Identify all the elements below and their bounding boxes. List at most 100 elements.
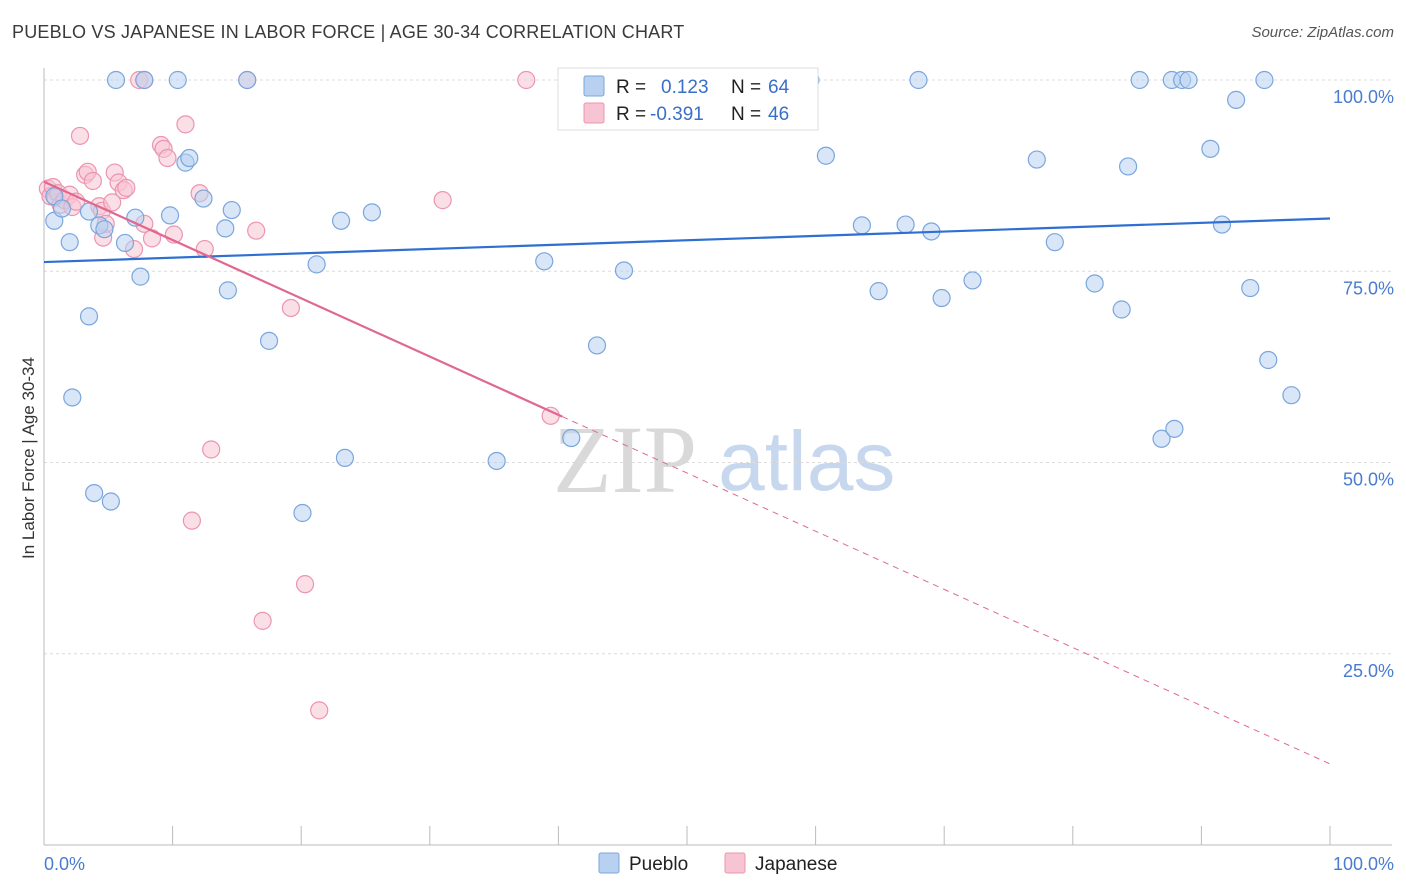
legend-n-label-pueblo: N = xyxy=(731,77,761,98)
pueblo-point-15 xyxy=(135,70,154,90)
japanese-point-44 xyxy=(517,70,536,90)
pueblo-point-32 xyxy=(535,252,554,271)
gridlines xyxy=(44,79,1392,655)
series-legend: Pueblo Japanese xyxy=(598,852,837,875)
pueblo-point-50 xyxy=(1130,70,1149,90)
japanese-point-38 xyxy=(247,221,266,240)
japanese-trend-line xyxy=(43,180,563,418)
y-tick-labels: 25.0% 50.0% 75.0% 100.0% xyxy=(1333,87,1394,681)
pueblo-point-14 xyxy=(131,267,150,286)
pueblo-point-37 xyxy=(816,146,835,165)
pueblo-point-2 xyxy=(52,199,72,218)
pueblo-point-16 xyxy=(160,206,180,225)
pueblo-point-3 xyxy=(60,233,79,252)
legend-r-label-pueblo: R = xyxy=(616,77,646,98)
pueblo-point-11 xyxy=(106,70,126,90)
x-tick-label-max: 100.0% xyxy=(1333,854,1394,874)
pueblo-point-39 xyxy=(869,282,888,301)
japanese-point-43 xyxy=(433,191,452,210)
pueblo-point-6 xyxy=(79,307,99,326)
source-credit: Source: ZipAtlas.com xyxy=(1251,24,1394,41)
pueblo-point-26 xyxy=(293,503,312,523)
series-legend-label-japanese: Japanese xyxy=(755,854,837,875)
pueblo-point-24 xyxy=(238,70,257,90)
y-axis-label: In Labor Force | Age 30-34 xyxy=(19,357,38,559)
japanese-point-33 xyxy=(182,511,201,530)
legend-swatch-japanese xyxy=(583,102,605,124)
japanese-trend-extension xyxy=(562,416,1331,765)
series-legend-swatch-japanese xyxy=(724,852,746,874)
legend-r-label-japanese: R = xyxy=(616,104,646,125)
y-tick-label-100: 100.0% xyxy=(1333,87,1394,107)
japanese-point-45 xyxy=(541,406,560,425)
y-tick-label-50: 50.0% xyxy=(1343,470,1394,490)
watermark: ZIP atlas xyxy=(553,406,895,513)
japanese-point-22 xyxy=(117,178,136,197)
legend-r-value-japanese: -0.391 xyxy=(650,104,704,125)
pueblo-point-58 xyxy=(1227,90,1246,109)
legend-n-value-japanese: 46 xyxy=(768,104,789,125)
watermark-atlas: atlas xyxy=(718,414,895,508)
japanese-point-39 xyxy=(253,611,272,630)
pueblo-point-43 xyxy=(909,70,928,90)
pueblo-point-56 xyxy=(1201,139,1220,158)
japanese-point-30 xyxy=(158,148,177,168)
pueblo-point-22 xyxy=(218,281,237,300)
y-tick-label-75: 75.0% xyxy=(1343,278,1394,298)
trend-lines xyxy=(43,180,1331,765)
pueblo-point-10 xyxy=(101,492,120,511)
legend-swatch-pueblo xyxy=(583,75,605,97)
pueblo-point-40 xyxy=(896,215,915,234)
pueblo-point-57 xyxy=(1212,215,1232,234)
pueblo-point-20 xyxy=(194,189,213,208)
pueblo-point-30 xyxy=(362,203,382,222)
pueblo-point-29 xyxy=(335,448,355,468)
pueblo-point-44 xyxy=(963,271,982,290)
series-legend-label-pueblo: Pueblo xyxy=(629,854,688,875)
x-tick-label-min: 0.0% xyxy=(44,854,85,874)
japanese-point-32 xyxy=(176,115,195,134)
pueblo-point-25 xyxy=(259,331,279,350)
japanese-point-40 xyxy=(281,298,301,318)
japanese-point-41 xyxy=(295,575,315,594)
pueblo-point-49 xyxy=(1112,300,1131,319)
watermark-zip: ZIP xyxy=(553,406,697,513)
japanese-points xyxy=(38,70,560,720)
pueblo-point-12 xyxy=(115,233,135,253)
pueblo-point-33 xyxy=(562,428,581,448)
pueblo-point-34 xyxy=(587,336,607,355)
pueblo-point-47 xyxy=(1085,274,1104,293)
pueblo-point-31 xyxy=(487,451,506,471)
pueblo-point-38 xyxy=(852,216,871,235)
japanese-point-42 xyxy=(310,701,329,720)
pueblo-point-4 xyxy=(63,388,82,407)
japanese-point-36 xyxy=(202,440,221,459)
series-legend-swatch-pueblo xyxy=(598,852,620,874)
pueblo-point-23 xyxy=(222,200,241,220)
pueblo-point-42 xyxy=(932,288,951,308)
pueblo-point-7 xyxy=(85,484,104,503)
pueblo-point-45 xyxy=(1027,150,1046,169)
legend-n-label-japanese: N = xyxy=(731,104,761,125)
pueblo-point-35 xyxy=(614,261,634,280)
pueblo-point-46 xyxy=(1045,233,1064,252)
y-tick-label-25: 25.0% xyxy=(1343,661,1394,681)
chart-title: PUEBLO VS JAPANESE IN LABOR FORCE | AGE … xyxy=(12,22,685,42)
japanese-point-13 xyxy=(83,171,102,191)
pueblo-point-21 xyxy=(216,219,235,238)
legend-n-value-pueblo: 64 xyxy=(768,77,790,98)
pueblo-point-19 xyxy=(180,148,199,168)
japanese-point-18 xyxy=(103,193,122,212)
legend-r-value-pueblo: 0.123 xyxy=(661,77,709,98)
pueblo-point-54 xyxy=(1179,70,1198,90)
pueblo-point-17 xyxy=(168,70,187,90)
pueblo-point-62 xyxy=(1282,386,1301,405)
japanese-point-10 xyxy=(70,126,90,145)
pueblo-points xyxy=(45,70,1301,523)
pueblo-point-60 xyxy=(1255,70,1274,90)
pueblo-point-55 xyxy=(1165,419,1184,438)
pueblo-point-48 xyxy=(1118,157,1138,176)
stats-legend: R = 0.123 N = 64 R = -0.391 N = 46 xyxy=(557,67,819,131)
pueblo-trend-line xyxy=(43,217,1331,264)
